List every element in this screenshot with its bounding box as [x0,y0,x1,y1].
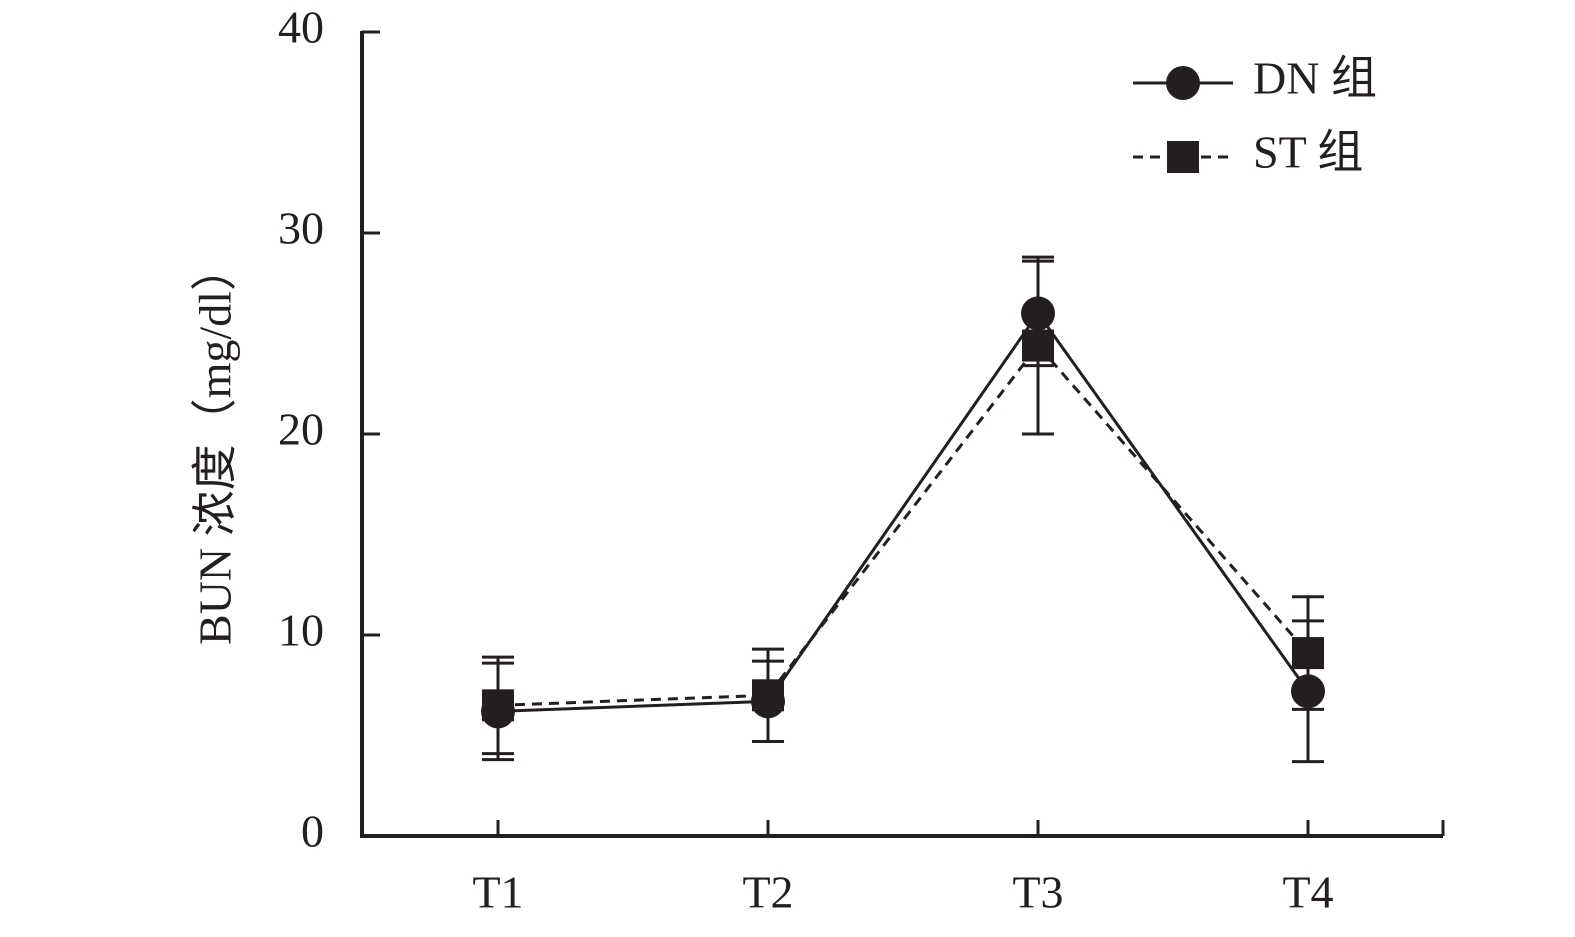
x-tick-label: T4 [1282,867,1333,918]
legend-label: DN 组 [1253,53,1377,104]
data-point [752,679,784,712]
x-tick-label: T1 [472,867,523,918]
y-tick-label: 20 [278,404,324,455]
legend-label: ST 组 [1253,127,1363,178]
data-point [1022,329,1054,362]
legend-marker [1167,141,1199,173]
data-point [1021,296,1055,331]
series-line [497,343,1310,707]
x-tick-label: T2 [742,867,793,918]
legend-marker [1166,66,1200,100]
data-point [1291,674,1325,709]
series-line [497,310,1310,713]
data-point [482,689,514,722]
y-axis-label: BUN 浓度（mg/dl） [190,245,241,645]
y-tick-label: 30 [278,203,324,254]
data-point [1292,637,1324,670]
x-tick-label: T3 [1012,867,1063,918]
y-tick-label: 10 [278,605,324,656]
y-tick-label: 40 [278,2,324,53]
y-tick-label: 0 [301,806,324,857]
